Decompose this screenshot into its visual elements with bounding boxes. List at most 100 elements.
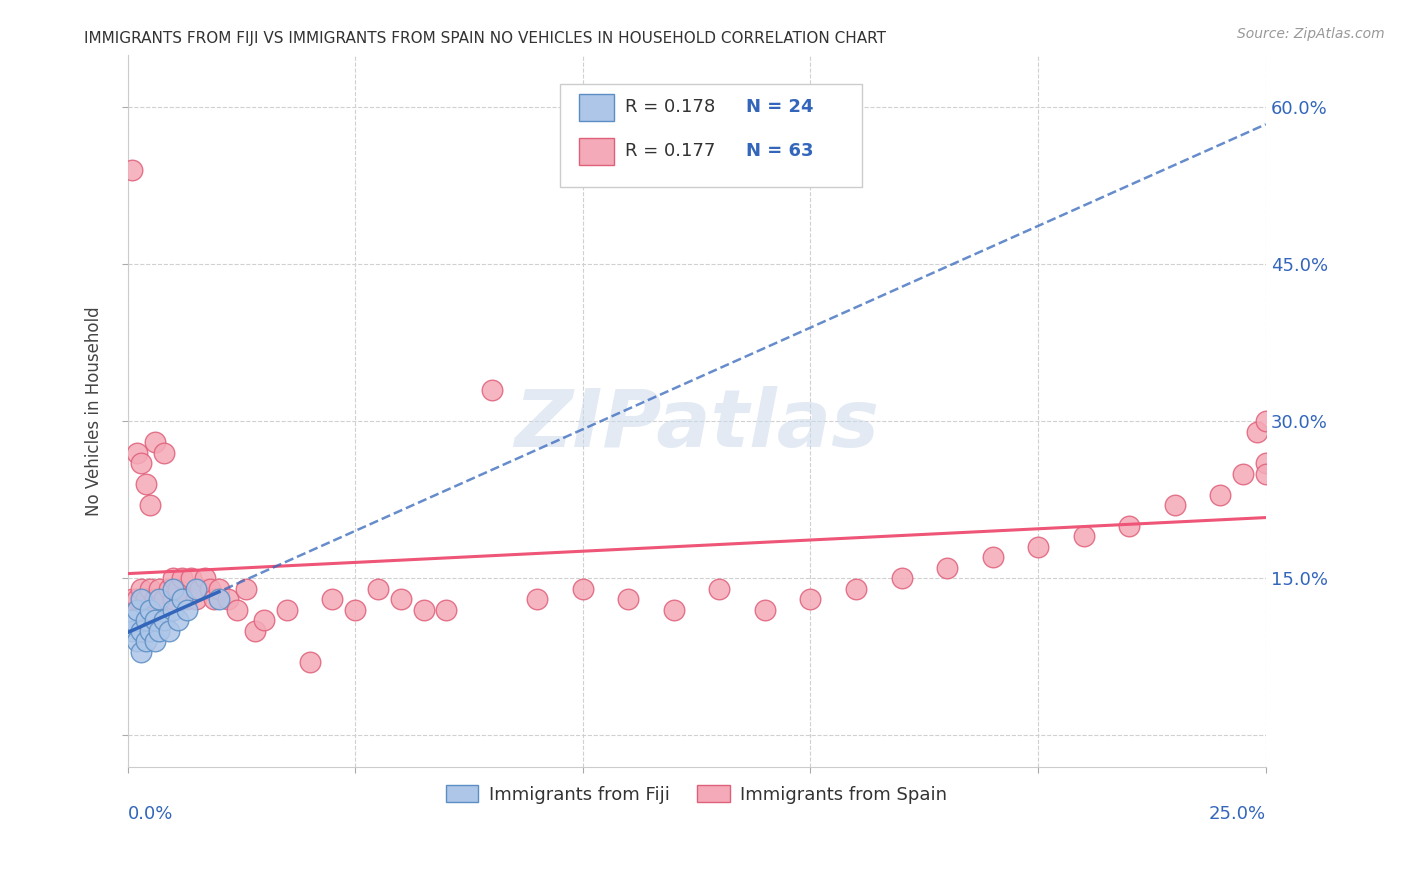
Point bbox=[198, 582, 221, 596]
Point bbox=[1254, 414, 1277, 428]
Point bbox=[184, 582, 207, 596]
Point bbox=[981, 550, 1004, 565]
Point bbox=[1254, 467, 1277, 481]
Point bbox=[1246, 425, 1268, 439]
Point bbox=[1254, 456, 1277, 470]
Point bbox=[572, 582, 595, 596]
Point bbox=[135, 613, 157, 627]
Point bbox=[389, 592, 412, 607]
Point bbox=[139, 602, 162, 616]
Text: Source: ZipAtlas.com: Source: ZipAtlas.com bbox=[1237, 27, 1385, 41]
Point bbox=[1118, 519, 1140, 533]
Point bbox=[617, 592, 640, 607]
Point bbox=[153, 592, 176, 607]
Point bbox=[890, 571, 912, 585]
Point bbox=[172, 592, 194, 607]
Point bbox=[121, 613, 143, 627]
Point bbox=[434, 602, 457, 616]
Point bbox=[243, 624, 266, 638]
Point bbox=[172, 571, 194, 585]
Point bbox=[121, 592, 143, 607]
Point bbox=[194, 571, 217, 585]
Point bbox=[129, 582, 152, 596]
Point bbox=[121, 624, 143, 638]
Point bbox=[157, 582, 180, 596]
Point bbox=[129, 456, 152, 470]
Point bbox=[129, 624, 152, 638]
Point bbox=[253, 613, 276, 627]
Point bbox=[153, 613, 176, 627]
Legend: Immigrants from Fiji, Immigrants from Spain: Immigrants from Fiji, Immigrants from Sp… bbox=[439, 778, 955, 811]
Text: R = 0.177: R = 0.177 bbox=[626, 142, 716, 161]
Point bbox=[143, 592, 166, 607]
Point bbox=[1209, 487, 1232, 501]
Point bbox=[1073, 529, 1095, 543]
Point bbox=[1163, 498, 1185, 512]
Point bbox=[184, 592, 207, 607]
Point bbox=[526, 592, 548, 607]
Point bbox=[166, 613, 188, 627]
Point bbox=[166, 582, 188, 596]
Point bbox=[139, 624, 162, 638]
Point bbox=[225, 602, 247, 616]
Point bbox=[135, 634, 157, 648]
Point bbox=[235, 582, 257, 596]
Point bbox=[208, 582, 231, 596]
Text: 0.0%: 0.0% bbox=[128, 805, 173, 823]
Point bbox=[148, 624, 170, 638]
Point bbox=[125, 592, 148, 607]
Text: 25.0%: 25.0% bbox=[1209, 805, 1265, 823]
Point bbox=[148, 592, 170, 607]
Point bbox=[276, 602, 298, 616]
Point bbox=[367, 582, 389, 596]
Point bbox=[129, 644, 152, 658]
Point bbox=[217, 592, 239, 607]
Point bbox=[176, 602, 198, 616]
Point bbox=[162, 571, 184, 585]
Point bbox=[153, 446, 176, 460]
Point bbox=[1232, 467, 1254, 481]
Point bbox=[481, 383, 503, 397]
Point bbox=[936, 561, 959, 575]
Point bbox=[125, 634, 148, 648]
Point bbox=[298, 655, 321, 669]
Point bbox=[412, 602, 434, 616]
Point bbox=[135, 592, 157, 607]
Point bbox=[143, 613, 166, 627]
Point bbox=[176, 592, 198, 607]
Point bbox=[121, 163, 143, 178]
Point bbox=[754, 602, 776, 616]
Point bbox=[162, 602, 184, 616]
Point bbox=[148, 582, 170, 596]
Point bbox=[845, 582, 868, 596]
Point bbox=[125, 446, 148, 460]
Text: IMMIGRANTS FROM FIJI VS IMMIGRANTS FROM SPAIN NO VEHICLES IN HOUSEHOLD CORRELATI: IMMIGRANTS FROM FIJI VS IMMIGRANTS FROM … bbox=[84, 31, 886, 46]
Point bbox=[139, 498, 162, 512]
Point bbox=[125, 602, 148, 616]
Point bbox=[709, 582, 731, 596]
FancyBboxPatch shape bbox=[579, 95, 613, 121]
Point bbox=[662, 602, 685, 616]
Point bbox=[180, 571, 202, 585]
Point bbox=[139, 582, 162, 596]
Y-axis label: No Vehicles in Household: No Vehicles in Household bbox=[86, 306, 103, 516]
Point bbox=[1026, 540, 1049, 554]
FancyBboxPatch shape bbox=[579, 138, 613, 165]
Point bbox=[143, 435, 166, 450]
Point bbox=[202, 592, 225, 607]
Point bbox=[208, 592, 231, 607]
Point bbox=[162, 582, 184, 596]
Text: N = 24: N = 24 bbox=[745, 98, 813, 116]
Text: R = 0.178: R = 0.178 bbox=[626, 98, 716, 116]
Point bbox=[162, 592, 184, 607]
Text: ZIPatlas: ZIPatlas bbox=[515, 386, 879, 464]
Point bbox=[344, 602, 367, 616]
Point bbox=[143, 634, 166, 648]
Point bbox=[129, 592, 152, 607]
Point bbox=[321, 592, 343, 607]
Point bbox=[157, 624, 180, 638]
Point bbox=[135, 477, 157, 491]
FancyBboxPatch shape bbox=[560, 84, 862, 186]
Point bbox=[799, 592, 821, 607]
Text: N = 63: N = 63 bbox=[745, 142, 813, 161]
